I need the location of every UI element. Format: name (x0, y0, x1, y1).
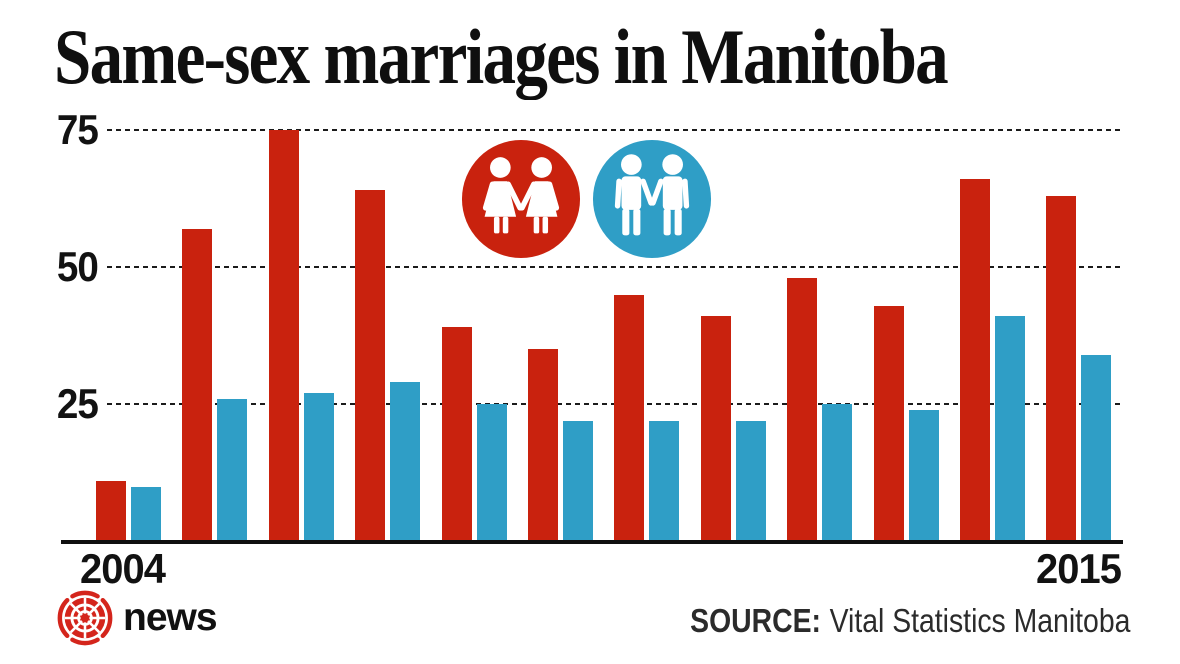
source-label: SOURCE: (690, 602, 822, 639)
gridline-75 (107, 129, 1120, 131)
bar-male-2012 (822, 404, 852, 540)
bar-male-2005 (217, 399, 247, 540)
bar-female-2005 (182, 229, 212, 540)
bar-female-2010 (614, 295, 644, 540)
bar-male-2006 (304, 393, 334, 540)
page-title: Same-sex marriages in Manitoba (54, 13, 949, 100)
news-wordmark: news (123, 596, 218, 639)
y-tick-label-75: 75 (56, 106, 99, 153)
y-tick-label-25: 25 (56, 380, 99, 427)
bar-male-2007 (390, 382, 420, 540)
bar-male-2014 (995, 316, 1025, 540)
x-axis-line (61, 540, 1123, 544)
bar-female-2004 (96, 481, 126, 540)
bar-male-2013 (909, 410, 939, 540)
bar-female-2009 (528, 349, 558, 540)
bar-male-2015 (1081, 355, 1111, 540)
y-tick-label-50: 50 (56, 243, 99, 290)
source-attribution: SOURCE: Vital Statistics Manitoba (690, 599, 1130, 643)
bar-female-2007 (355, 190, 385, 540)
bar-female-2013 (874, 306, 904, 540)
bar-female-2014 (960, 179, 990, 540)
bar-male-2011 (736, 421, 766, 540)
bar-female-2008 (442, 327, 472, 540)
gridline-50 (107, 266, 1120, 268)
bar-female-2006 (269, 130, 299, 540)
male-couple-icon (592, 139, 712, 259)
female-couple-icon (461, 139, 581, 259)
bar-female-2015 (1046, 196, 1076, 540)
bar-male-2009 (563, 421, 593, 540)
gridline-25 (107, 403, 1120, 405)
bar-male-2010 (649, 421, 679, 540)
bar-male-2004 (131, 487, 161, 540)
source-text: Vital Statistics Manitoba (829, 602, 1131, 639)
legend (460, 138, 713, 260)
bar-male-2008 (477, 404, 507, 540)
cbc-news-logo: news (56, 589, 218, 647)
cbc-gem-icon (57, 590, 113, 646)
x-tick-label-2004: 2004 (80, 545, 166, 592)
x-tick-label-2015: 2015 (1036, 545, 1122, 592)
bar-female-2012 (787, 278, 817, 540)
bar-female-2011 (701, 316, 731, 540)
